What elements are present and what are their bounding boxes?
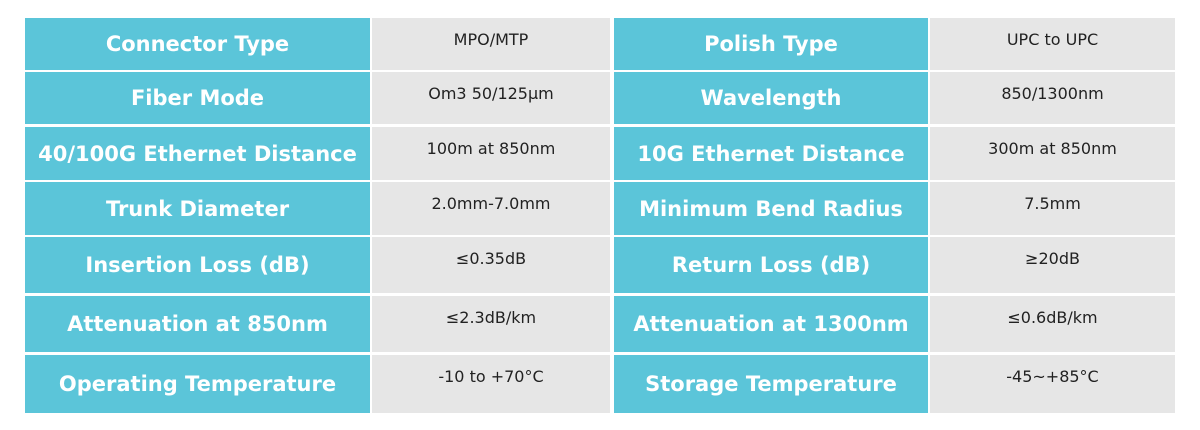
spec-label: Connector Type [25,18,370,70]
spec-label: Minimum Bend Radius [614,182,928,235]
spec-label: Insertion Loss (dB) [25,237,370,293]
spec-value: MPO/MTP [372,18,610,70]
spec-value: 7.5mm [930,182,1175,235]
spec-value: ≤0.6dB/km [930,296,1175,352]
spec-value: 100m at 850nm [372,127,610,180]
spec-label: 10G Ethernet Distance [614,127,928,180]
spec-label: Storage Temperature [614,355,928,413]
spec-value: 850/1300nm [930,72,1175,124]
spec-value: ≤0.35dB [372,237,610,293]
spec-label: Trunk Diameter [25,182,370,235]
spec-label: 40/100G Ethernet Distance [25,127,370,180]
spec-value: UPC to UPC [930,18,1175,70]
spec-label: Fiber Mode [25,72,370,124]
spec-value: 300m at 850nm [930,127,1175,180]
spec-value: Om3 50/125μm [372,72,610,124]
spec-value: -45~+85°C [930,355,1175,413]
spec-label: Wavelength [614,72,928,124]
spec-label: Return Loss (dB) [614,237,928,293]
spec-label: Polish Type [614,18,928,70]
spec-value: ≤2.3dB/km [372,296,610,352]
spec-label: Attenuation at 1300nm [614,296,928,352]
spec-value: 2.0mm-7.0mm [372,182,610,235]
spec-value: -10 to +70°C [372,355,610,413]
spec-label: Attenuation at 850nm [25,296,370,352]
spec-value: ≥20dB [930,237,1175,293]
spec-label: Operating Temperature [25,355,370,413]
